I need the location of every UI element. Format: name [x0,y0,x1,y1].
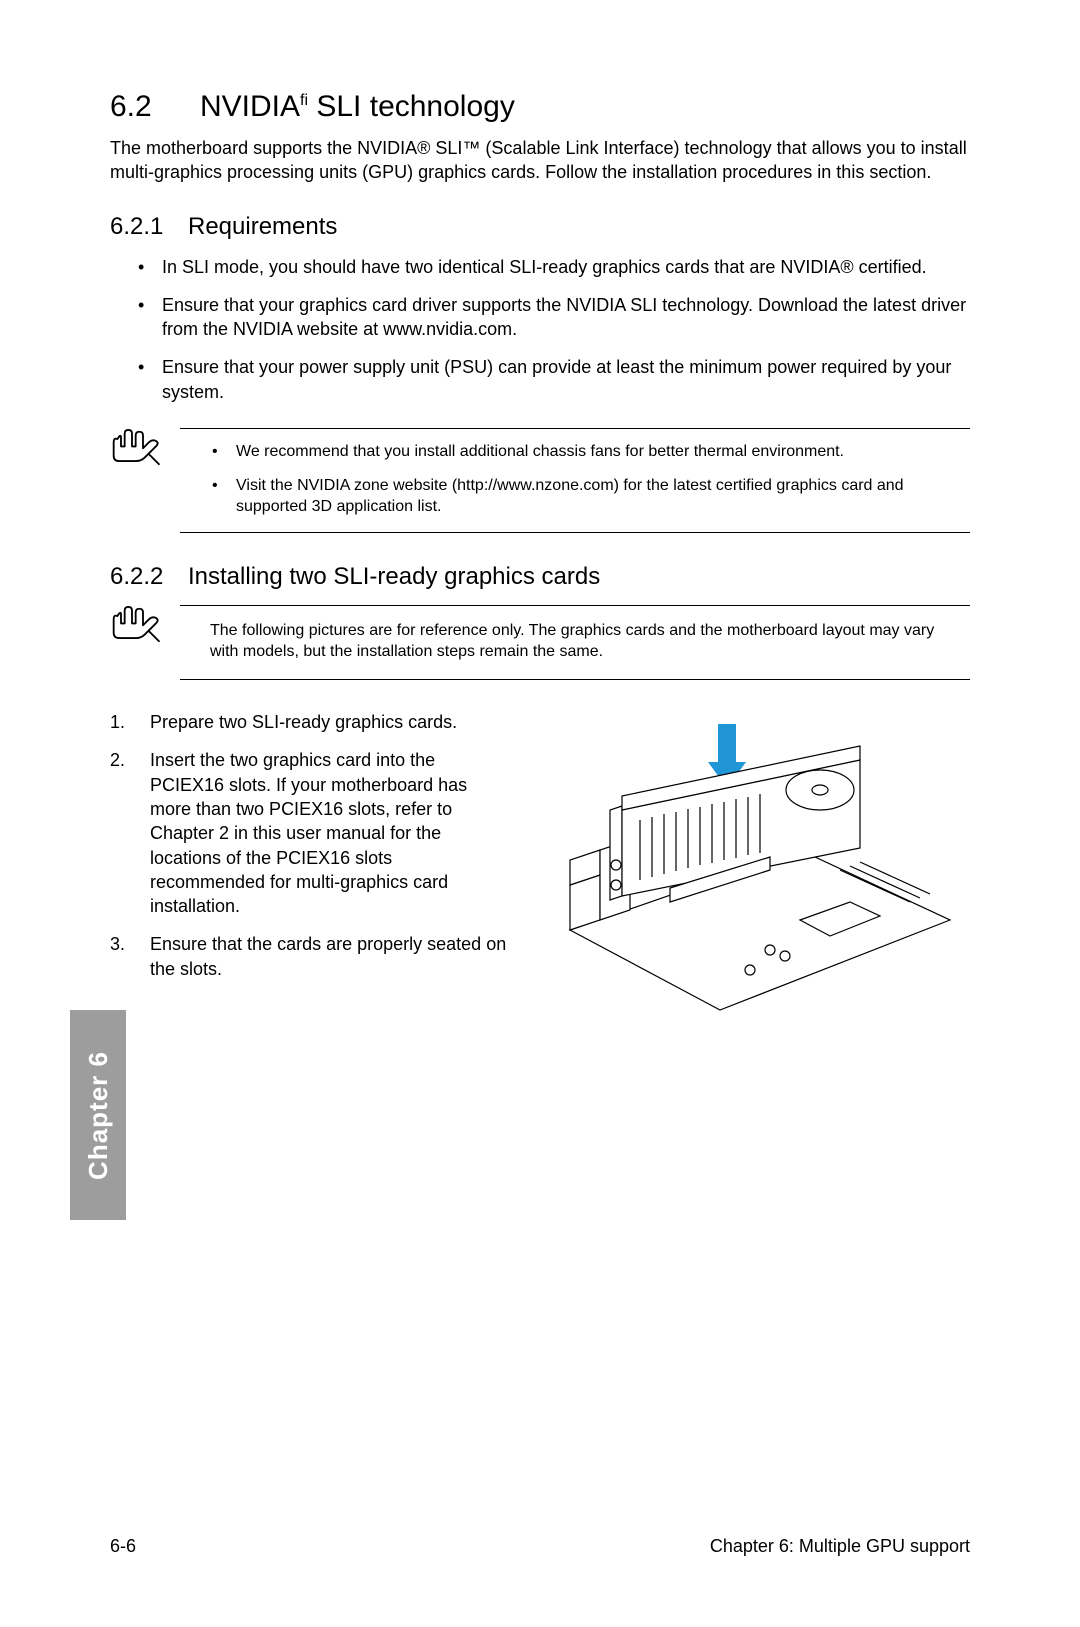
chapter-tab-label: Chapter 6 [83,1051,114,1180]
note-1-item: We recommend that you install additional… [212,441,962,463]
note-2-text: The following pictures are for reference… [180,605,970,680]
note-block-2: The following pictures are for reference… [110,605,970,680]
page-number: 6-6 [110,1536,136,1557]
section-heading: 6.2NVIDIAfi SLI technology [110,90,970,124]
note-1-item: Visit the NVIDIA zone website (http://ww… [212,475,962,518]
subsection-2-title: Installing two SLI-ready graphics cards [188,563,600,590]
requirements-list: In SLI mode, you should have two identic… [110,255,970,404]
subsection-2-number: 6.2.2 [110,563,188,591]
requirement-item: Ensure that your power supply unit (PSU)… [138,355,970,404]
install-steps: Prepare two SLI-ready graphics cards. In… [110,710,510,981]
chapter-reference: Chapter 6: Multiple GPU support [710,1536,970,1557]
note-block-1: We recommend that you install additional… [110,428,970,533]
subsection-1-number: 6.2.1 [110,213,188,241]
intro-text: The motherboard supports the NVIDIA® SLI… [110,136,970,185]
page-footer: 6-6 Chapter 6: Multiple GPU support [110,1536,970,1557]
subsection-1-heading: 6.2.1Requirements [110,213,970,241]
hand-note-icon [110,605,180,656]
section-title-suffix: SLI technology [308,90,515,123]
requirement-item: In SLI mode, you should have two identic… [138,255,970,279]
subsection-1-title: Requirements [188,213,337,240]
section-title-super: fi [300,92,308,109]
section-number: 6.2 [110,90,200,124]
install-step: Insert the two graphics card into the PC… [110,748,510,918]
subsection-2-heading: 6.2.2Installing two SLI-ready graphics c… [110,563,970,591]
hand-note-icon [110,428,180,479]
install-step: Prepare two SLI-ready graphics cards. [110,710,510,734]
chapter-tab: Chapter 6 [70,1010,126,1220]
install-step: Ensure that the cards are properly seate… [110,932,510,981]
install-figure [530,710,970,1020]
requirement-item: Ensure that your graphics card driver su… [138,293,970,342]
section-title-prefix: NVIDIA [200,90,300,123]
